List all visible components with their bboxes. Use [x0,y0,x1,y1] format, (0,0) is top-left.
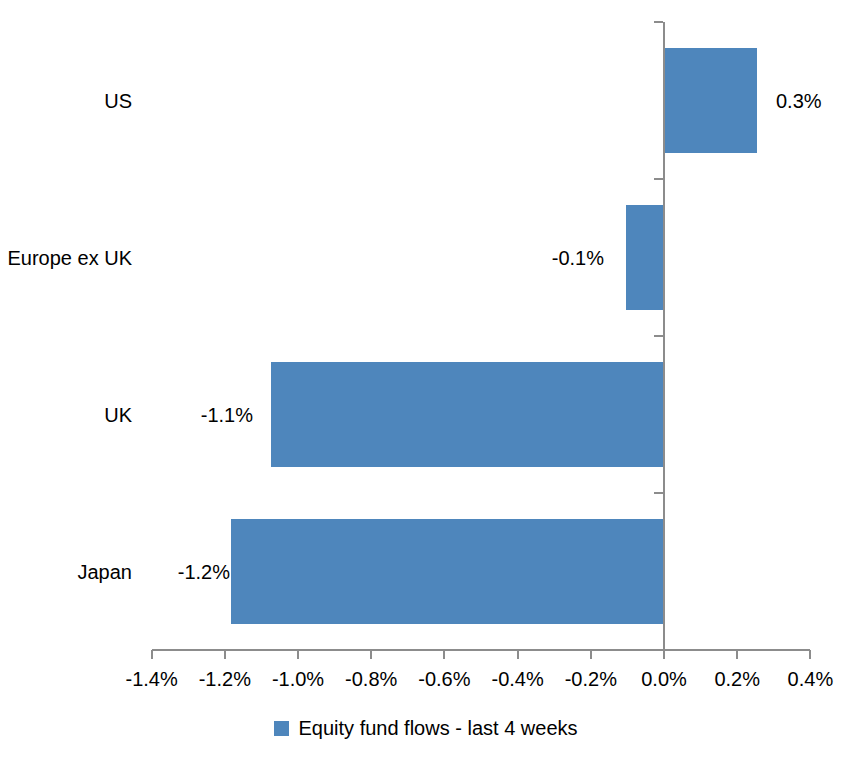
value-label-uk: -1.1% [201,403,253,427]
x-axis-line [152,649,811,651]
x-axis-tick [736,650,738,659]
x-tick-label: 0.0% [624,667,704,691]
category-label-japan: Japan [78,560,133,584]
category-axis-tick [654,335,663,337]
x-tick-label: -0.8% [331,667,411,691]
bar-chart: US Europe ex UK UK Japan 0.3% -0.1% -1.1… [0,0,852,757]
category-axis-tick [654,649,663,651]
x-tick-label: 0.4% [770,667,850,691]
legend: Equity fund flows - last 4 weeks [0,716,852,740]
x-tick-label: 0.2% [697,667,777,691]
x-axis-tick [663,650,665,659]
category-axis-tick [654,21,663,23]
bar-japan [231,519,663,624]
value-label-japan: -1.2% [178,560,230,584]
x-axis-tick [443,650,445,659]
x-tick-label: -0.2% [551,667,631,691]
category-label-europe-ex-uk: Europe ex UK [7,246,132,270]
x-tick-label: -1.4% [112,667,192,691]
x-axis-tick [151,650,153,659]
x-tick-label: -1.2% [185,667,265,691]
x-axis-tick [224,650,226,659]
value-label-europe-ex-uk: -0.1% [552,246,604,270]
x-axis-tick [370,650,372,659]
x-axis-tick [297,650,299,659]
x-tick-label: -0.6% [404,667,484,691]
category-label-us: US [104,89,132,113]
x-tick-label: -0.4% [478,667,558,691]
bar-us [665,48,757,153]
value-label-us: 0.3% [776,89,822,113]
legend-label: Equity fund flows - last 4 weeks [298,716,577,740]
x-axis-tick [809,650,811,659]
x-tick-label: -1.0% [258,667,338,691]
x-axis-tick [590,650,592,659]
bar-uk [271,362,663,467]
legend-swatch-icon [274,721,289,736]
category-label-uk: UK [104,403,132,427]
category-axis-tick [654,178,663,180]
bar-europe-ex-uk [626,205,663,310]
category-axis-tick [654,492,663,494]
x-axis-tick [517,650,519,659]
